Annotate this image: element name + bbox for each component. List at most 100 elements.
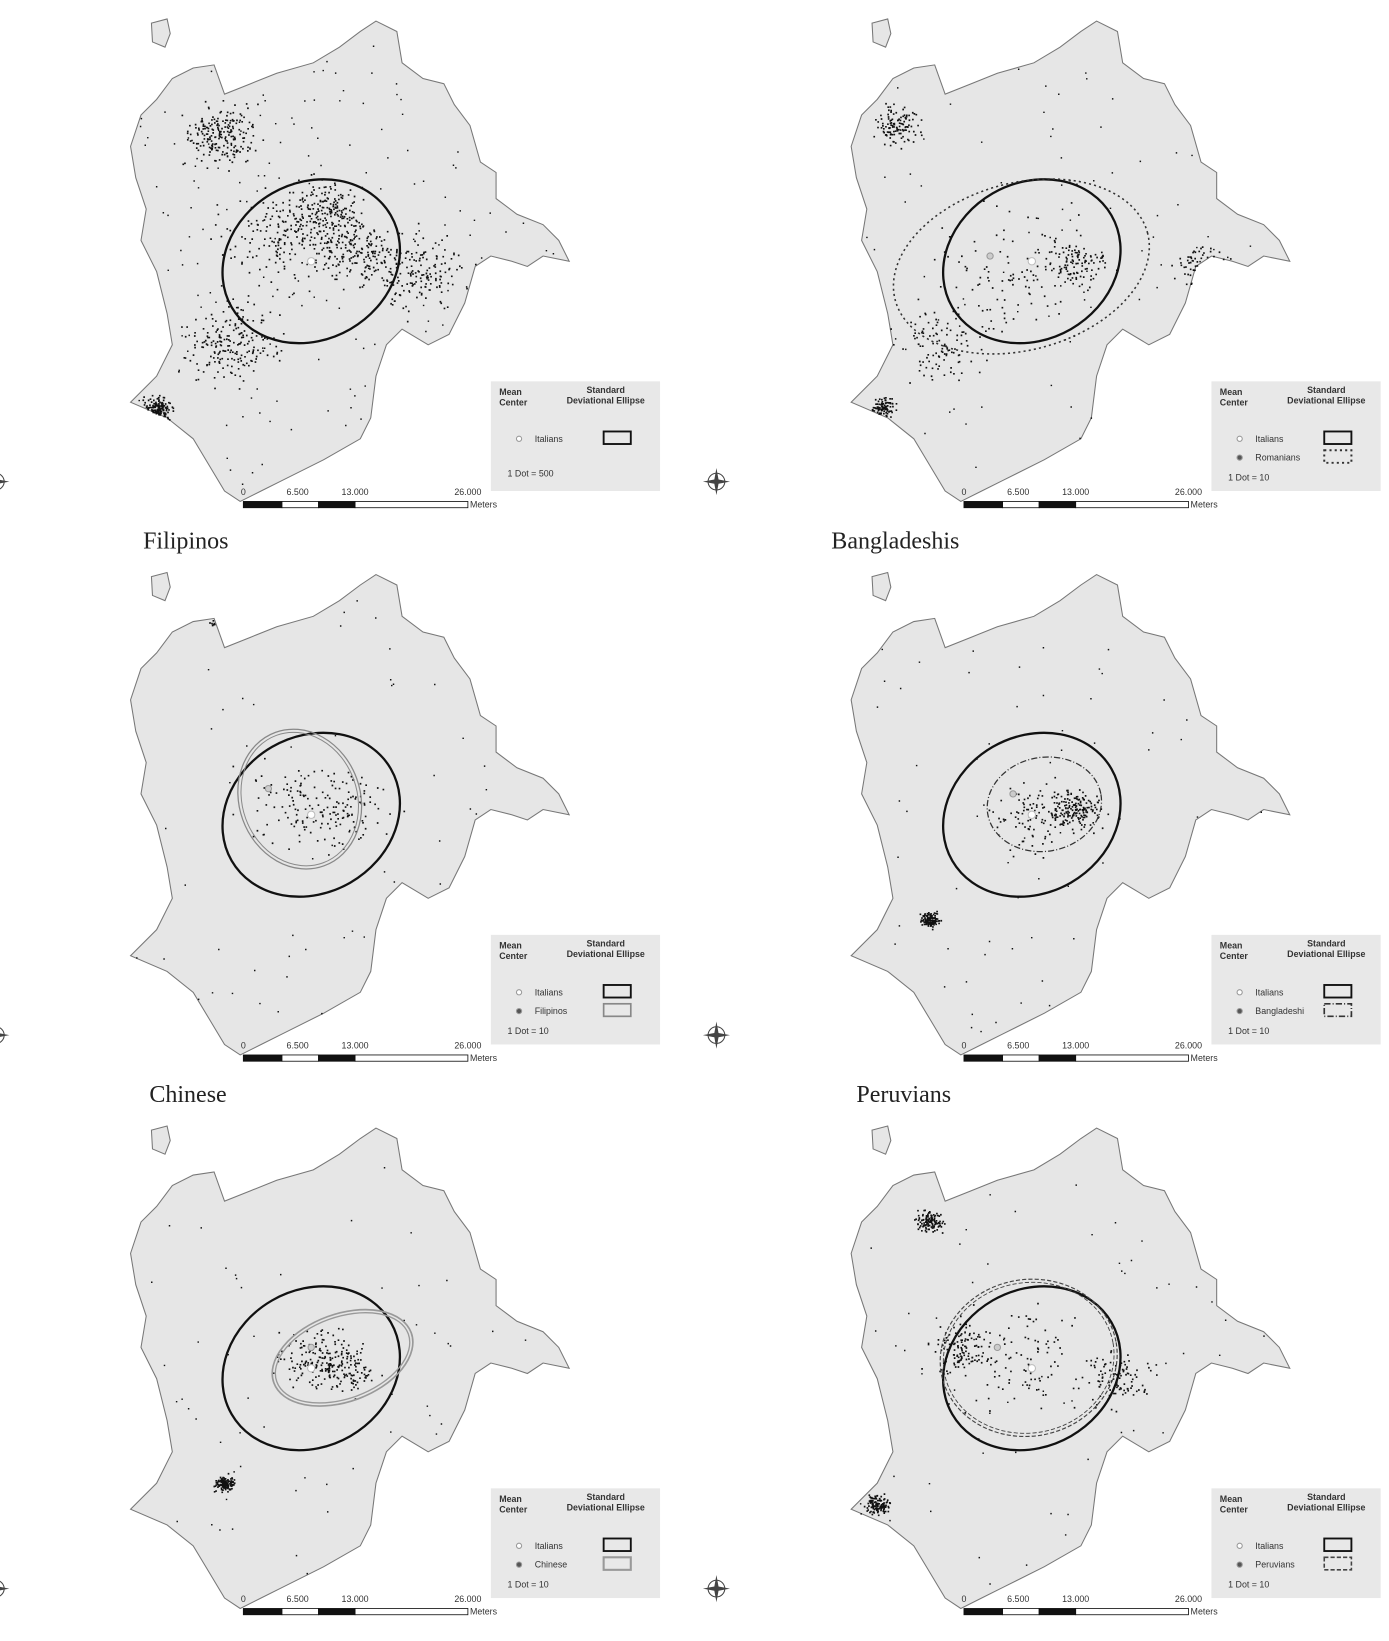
- scale-segment: [318, 1054, 356, 1062]
- scale-segment: [1002, 1054, 1040, 1062]
- legend-label: Chinese: [535, 1560, 568, 1570]
- compass-star: [0, 1586, 10, 1591]
- compass: [702, 468, 731, 496]
- city-boundary: [850, 573, 1291, 1056]
- scale-unit: Meters: [1191, 500, 1219, 510]
- scale-label: 13.000: [1062, 487, 1089, 497]
- legend-heading: Mean: [499, 940, 522, 950]
- scale-segment: [281, 501, 319, 509]
- group-mean-center: [993, 1343, 1002, 1352]
- group-mean-center: [986, 252, 994, 260]
- group-ellipse: [271, 1308, 414, 1407]
- legend-swatch: [1323, 449, 1353, 464]
- legend-symbol: [1236, 435, 1243, 442]
- scale-label: 6.500: [1007, 1041, 1029, 1051]
- scale-segment: [354, 1054, 469, 1062]
- dot-note: 1 Dot = 10: [1228, 1026, 1269, 1036]
- dot-note: 1 Dot = 10: [508, 1026, 549, 1036]
- island: [871, 18, 892, 48]
- island: [150, 1125, 171, 1155]
- compass-star: [702, 468, 731, 496]
- panel-title: Romanians: [844, 0, 952, 2]
- legend-heading: Mean: [1220, 940, 1243, 950]
- scale-segment: [963, 501, 1004, 509]
- panel-title: Italians: [155, 0, 226, 2]
- dot-note: 1 Dot = 10: [508, 1580, 549, 1590]
- scale-segment: [1075, 1608, 1189, 1616]
- italians-mean-center: [1027, 1364, 1037, 1373]
- legend-heading: Deviational Ellipse: [567, 395, 645, 405]
- scale-segment: [1038, 1608, 1077, 1616]
- italians-ellipse: [941, 1285, 1122, 1452]
- italians-mean-center: [307, 810, 316, 819]
- scale-label: 26.000: [454, 487, 481, 497]
- legend-heading: Center: [499, 1504, 528, 1514]
- scale-label: 26.000: [454, 1041, 481, 1051]
- scale-segment: [1038, 1054, 1077, 1062]
- legend-label: Italians: [1255, 1541, 1284, 1551]
- island: [871, 1125, 892, 1155]
- group-mean-center: [1009, 790, 1017, 798]
- legend-label: Bangladeshi: [1255, 1006, 1304, 1016]
- group-ellipse-inner: [240, 731, 359, 867]
- scale-label: 6.500: [287, 1594, 309, 1604]
- panel-title: Peruvians: [856, 1082, 951, 1108]
- scale-segment: [242, 1054, 283, 1062]
- panel-title: Chinese: [149, 1082, 226, 1108]
- legend-swatch: [602, 1002, 632, 1018]
- legend-symbol: [515, 989, 523, 996]
- legend-label: Italians: [1255, 987, 1284, 997]
- legend-heading: Mean: [499, 1494, 522, 1504]
- scale-label: 0: [961, 1594, 966, 1604]
- italians-ellipse: [221, 1285, 402, 1452]
- scale-segment: [1075, 501, 1189, 509]
- scale-label: 26.000: [1175, 1594, 1202, 1604]
- scale-segment: [242, 501, 283, 509]
- panel-title: Filipinos: [143, 528, 228, 554]
- panel-title: Bangladeshis: [831, 528, 959, 554]
- island: [150, 571, 171, 602]
- scale-segment: [354, 501, 469, 509]
- scale-label: 13.000: [342, 487, 369, 497]
- legend-label: Filipinos: [535, 1006, 568, 1016]
- legend-symbol: [515, 1542, 523, 1549]
- legend-label: Italians: [535, 1541, 564, 1551]
- group-ellipse-inner: [942, 1281, 1115, 1434]
- legend-label: Peruvians: [1255, 1560, 1295, 1570]
- legend-symbol: [1236, 989, 1243, 996]
- scale-segment: [1002, 501, 1040, 509]
- legend-heading: Center: [1220, 397, 1249, 407]
- scale-label: 6.500: [1007, 487, 1029, 497]
- legend-heading: Mean: [1220, 387, 1243, 397]
- scale-label: 26.000: [454, 1594, 481, 1604]
- scale-segment: [1038, 501, 1077, 509]
- scale-unit: Meters: [470, 1053, 498, 1063]
- legend-label: Romanians: [1255, 453, 1300, 463]
- legend-swatch: [1323, 1556, 1353, 1571]
- legend-heading: Center: [1220, 1504, 1249, 1514]
- scale-segment: [318, 1608, 356, 1616]
- dot-note: 1 Dot = 10: [1228, 473, 1269, 483]
- scale-label: 26.000: [1175, 487, 1202, 497]
- italians-ellipse: [221, 731, 402, 898]
- legend-label: Italians: [1255, 434, 1284, 444]
- legend-heading: Mean: [499, 387, 522, 397]
- italians-mean-center: [1027, 257, 1037, 266]
- compass: [0, 1027, 10, 1043]
- legend-heading: Standard: [587, 938, 625, 948]
- scale-segment: [963, 1054, 1004, 1062]
- legend-symbol: [515, 435, 523, 442]
- scale-segment: [354, 1608, 469, 1616]
- legend-heading: Standard: [1307, 1492, 1345, 1502]
- compass: [702, 1021, 731, 1049]
- island: [150, 18, 171, 48]
- legend-heading: Center: [499, 951, 528, 961]
- scale-label: 6.500: [1007, 1594, 1029, 1604]
- scale-segment: [963, 1608, 1004, 1616]
- legend-heading: Standard: [587, 1492, 625, 1502]
- legend-heading: Standard: [1307, 938, 1345, 948]
- legend-heading: Standard: [587, 385, 625, 395]
